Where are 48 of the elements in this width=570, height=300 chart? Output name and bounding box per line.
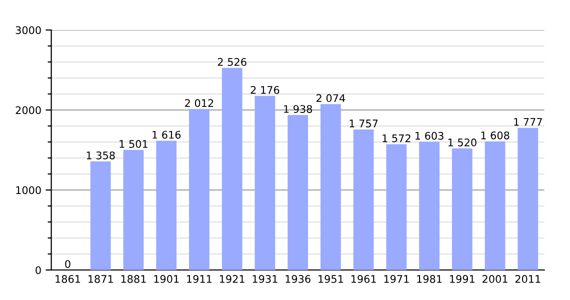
data-label: 1 616 xyxy=(152,130,181,139)
bar xyxy=(320,104,341,270)
data-label: 1 501 xyxy=(120,140,148,148)
data-label: 1 358 xyxy=(86,151,115,160)
data-label: 2 012 xyxy=(185,99,214,108)
bar xyxy=(222,68,242,270)
data-label: 2 074 xyxy=(316,94,346,102)
x-tick-label: 1991 xyxy=(450,275,474,283)
bar xyxy=(518,128,538,270)
data-label: 1 777 xyxy=(514,118,542,126)
x-tick-label: 1961 xyxy=(351,275,376,283)
bar xyxy=(156,140,177,270)
bar xyxy=(386,144,407,270)
data-label: 2 526 xyxy=(218,58,246,66)
x-tick-label: 1971 xyxy=(384,275,409,283)
bar xyxy=(419,142,440,270)
x-tick-label: 1936 xyxy=(286,275,310,283)
x-tick-label: 1951 xyxy=(318,275,343,283)
data-label: 1 938 xyxy=(284,105,312,113)
bar xyxy=(484,141,506,270)
bar xyxy=(189,109,210,270)
data-label: 1 603 xyxy=(416,132,444,140)
y-tick-label: 2000 xyxy=(16,106,41,114)
data-label: 1 608 xyxy=(481,131,510,140)
x-tick-label: 1881 xyxy=(121,275,146,283)
bar xyxy=(353,129,374,270)
bar xyxy=(288,114,308,270)
data-label: 1 572 xyxy=(382,134,410,142)
x-tick-label: 1981 xyxy=(417,275,442,283)
data-label: 0 xyxy=(65,260,70,268)
data-label: 1 757 xyxy=(350,120,378,128)
bar xyxy=(452,148,472,270)
bar xyxy=(90,161,111,270)
x-tick-label: 2001 xyxy=(482,275,508,283)
x-tick-label: 1861 xyxy=(56,275,80,283)
data-label: 2 176 xyxy=(250,86,280,94)
data-label: 1 520 xyxy=(448,138,476,146)
x-tick-label: 1871 xyxy=(88,275,113,283)
y-tick-label: 0 xyxy=(36,266,41,274)
x-tick-label: 1921 xyxy=(220,275,244,283)
bar xyxy=(123,150,144,270)
x-tick-label: 1911 xyxy=(187,275,212,283)
x-tick-label: 2011 xyxy=(515,275,540,283)
y-tick-label: 3000 xyxy=(16,26,41,34)
bar xyxy=(254,96,276,270)
x-tick-label: 1931 xyxy=(252,275,278,283)
x-tick-label: 1901 xyxy=(154,275,179,283)
y-tick-label: 1000 xyxy=(16,186,41,194)
